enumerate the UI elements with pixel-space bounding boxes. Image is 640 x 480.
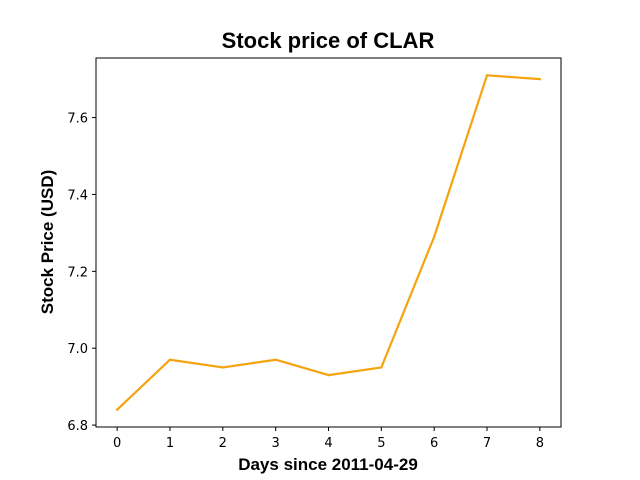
- x-tick-label: 3: [272, 436, 280, 451]
- series-layer: [115, 74, 542, 411]
- data-point: [274, 358, 277, 361]
- x-axis: 0 1 2 3 4 5 6 7 8: [113, 427, 544, 451]
- data-point: [115, 408, 119, 411]
- data-point: [168, 358, 172, 361]
- data-point: [432, 235, 436, 238]
- x-tick-label: 4: [324, 436, 332, 451]
- x-tick-label: 8: [536, 436, 544, 451]
- x-tick-label: 5: [377, 436, 385, 451]
- x-tick-label: 0: [113, 436, 121, 451]
- x-tick-label: 6: [430, 436, 438, 451]
- data-point: [380, 366, 383, 369]
- x-tick-label: 2: [219, 436, 227, 451]
- data-point: [327, 373, 330, 377]
- plot-area: 0 1 2 3 4 5 6 7 8 6.8 7.0 7.2 7.4 7.6: [67, 57, 562, 451]
- y-axis-label: Stock Price (USD): [38, 170, 57, 315]
- chart-title: Stock price of CLAR: [222, 28, 435, 53]
- x-axis-label: Days since 2011-04-29: [238, 455, 418, 474]
- data-point: [221, 366, 225, 369]
- y-axis: 6.8 7.0 7.2 7.4 7.6: [67, 112, 96, 434]
- y-tick-label: 7.6: [67, 112, 88, 127]
- plot-frame: [95, 57, 562, 428]
- data-point: [538, 77, 542, 81]
- y-tick-label: 6.8: [67, 419, 88, 434]
- x-tick-label: 7: [483, 436, 491, 451]
- series-line: [116, 74, 541, 411]
- y-tick-label: 7.0: [67, 342, 88, 357]
- y-tick-label: 7.4: [67, 188, 88, 203]
- y-tick-label: 7.2: [67, 265, 88, 280]
- data-point: [485, 74, 489, 77]
- x-tick-label: 1: [166, 436, 174, 451]
